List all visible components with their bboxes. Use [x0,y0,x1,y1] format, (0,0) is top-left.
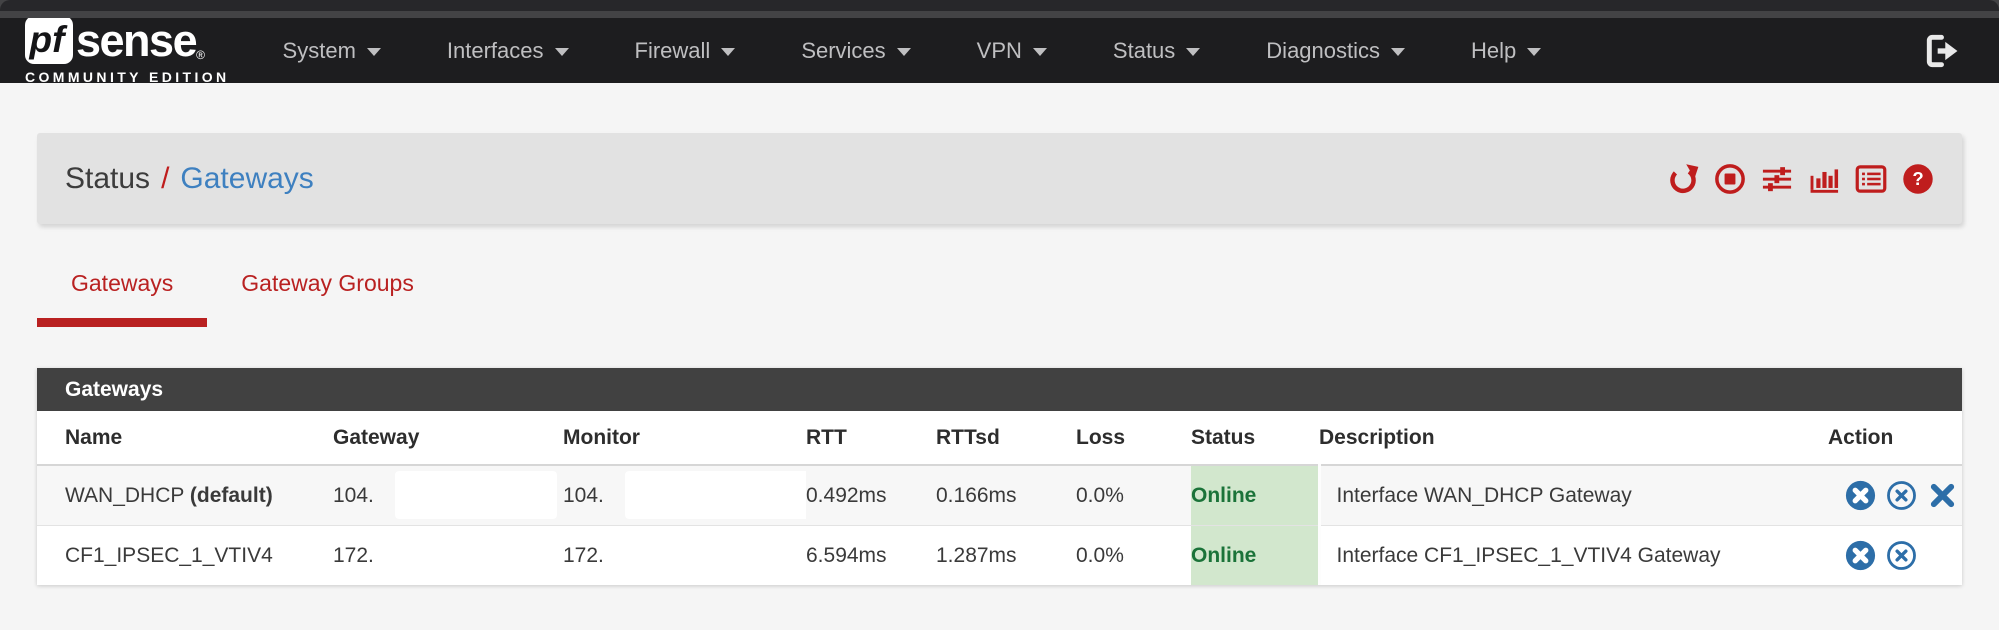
table-row: CF1_IPSEC_1_VTIV4 172. 172. 6.594ms 1.28… [37,525,1962,585]
stop-circle-icon[interactable] [1714,163,1746,195]
loss-cell: 0.0% [1076,464,1191,526]
default-badge: (default) [189,483,273,507]
chevron-down-icon [366,48,381,56]
col-header-action: Action [1811,411,1962,466]
menu-item-interfaces[interactable]: Interfaces [414,38,602,64]
menu-item-firewall[interactable]: Firewall [602,38,769,64]
col-header-status: Status [1191,411,1319,466]
circle-x-outline-icon[interactable] [1886,480,1917,511]
chevron-down-icon [896,48,911,56]
breadcrumb-page-link[interactable]: Gateways [180,161,314,195]
panel-title: Gateways [37,368,1962,411]
x-mark-icon[interactable] [1927,480,1958,511]
col-header-description: Description [1319,411,1811,466]
col-header-loss: Loss [1076,411,1191,466]
col-header-rtt: RTT [806,411,936,466]
rtt-cell: 6.594ms [806,525,936,585]
menu-item-diagnostics[interactable]: Diagnostics [1233,38,1438,64]
chevron-down-icon [1032,48,1047,56]
loss-cell: 0.0% [1076,525,1191,585]
menu-item-system[interactable]: System [250,38,414,64]
main-menu: System Interfaces Firewall Services VPN … [250,38,1575,64]
table-header-row: Name Gateway Monitor RTT RTTsd Loss Stat… [37,411,1962,466]
logo-sense-text: sense [76,14,198,66]
action-cell [1811,464,1962,526]
col-header-gateway: Gateway [333,411,563,466]
sliders-icon[interactable] [1761,163,1793,195]
chevron-down-icon [554,48,569,56]
window-chrome [0,0,1999,18]
gateway-name-cell: WAN_DHCP (default) [37,464,333,526]
rtt-cell: 0.492ms [806,464,936,526]
status-badge: Online [1191,525,1321,585]
description-cell: Interface WAN_DHCP Gateway [1319,464,1811,526]
description-cell: Interface CF1_IPSEC_1_VTIV4 Gateway [1319,525,1811,585]
breadcrumb-section: Status [65,161,151,195]
menu-item-status[interactable]: Status [1080,38,1233,64]
logo-registered-mark: ® [196,48,205,62]
gateway-ip-cell: 104. [333,464,563,526]
refresh-icon[interactable] [1667,163,1699,195]
menu-item-help[interactable]: Help [1438,38,1574,64]
svg-text:?: ? [1912,168,1923,189]
top-navbar: pf sense ® COMMUNITY EDITION System Inte… [0,16,1999,85]
breadcrumb-bar: Status / Gateways [37,133,1962,224]
tab-bar: Gateways Gateway Groups [37,262,1962,327]
col-header-rttsd: RTTsd [936,411,1076,466]
sign-out-icon[interactable] [1924,32,1962,70]
col-header-name: Name [37,411,333,466]
menu-item-vpn[interactable]: VPN [944,38,1080,64]
redaction-overlay [395,471,557,519]
status-badge: Online [1191,464,1321,526]
circle-x-outline-icon[interactable] [1886,540,1917,571]
pfsense-logo[interactable]: pf sense ® COMMUNITY EDITION [25,16,230,85]
rttsd-cell: 0.166ms [936,464,1076,526]
page-action-icons: ? [1667,163,1934,195]
table-row: WAN_DHCP (default) 104. 104. 0.492ms 0.1… [37,464,1962,526]
breadcrumb: Status / Gateways [65,162,314,196]
tab-gateways[interactable]: Gateways [37,262,208,327]
menu-item-services[interactable]: Services [768,38,943,64]
gateway-ip-cell: 172. [333,525,563,585]
window-tab-strip [0,0,1999,11]
breadcrumb-separator: / [161,161,170,195]
chevron-down-icon [1391,48,1406,56]
gateways-panel: Gateways Name Gateway Monitor RTT RTTsd … [37,368,1962,585]
col-header-monitor: Monitor [563,411,806,466]
circle-x-solid-icon[interactable] [1845,540,1876,571]
chevron-down-icon [1527,48,1542,56]
logo-pf-mark: pf [25,16,73,64]
gateway-name-cell: CF1_IPSEC_1_VTIV4 [37,525,333,585]
chevron-down-icon [721,48,736,56]
circle-x-solid-icon[interactable] [1845,480,1876,511]
gateways-table: Name Gateway Monitor RTT RTTsd Loss Stat… [37,411,1962,585]
help-icon[interactable]: ? [1902,163,1934,195]
list-icon[interactable] [1855,163,1887,195]
logo-edition-text: COMMUNITY EDITION [25,69,230,85]
redaction-overlay [395,531,557,579]
rttsd-cell: 1.287ms [936,525,1076,585]
monitor-ip-cell: 104. [563,464,851,526]
bar-chart-icon[interactable] [1808,163,1840,195]
chevron-down-icon [1186,48,1201,56]
tab-gateway-groups[interactable]: Gateway Groups [241,270,414,296]
action-cell [1811,525,1962,585]
monitor-ip-cell: 172. [563,525,851,585]
